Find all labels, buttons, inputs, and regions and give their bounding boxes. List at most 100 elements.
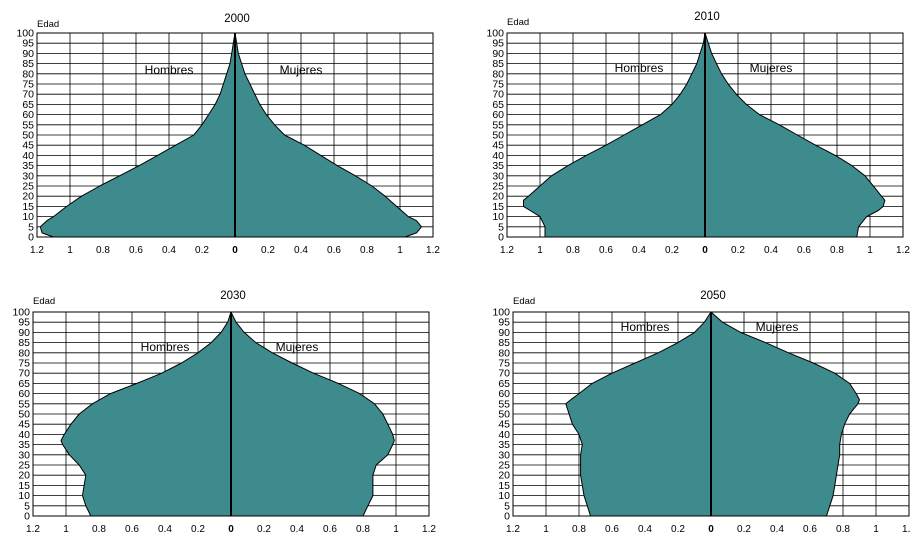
y-tick-label: 20 xyxy=(492,191,504,203)
y-tick-label: 5 xyxy=(24,500,30,512)
x-tick-label: 0.2 xyxy=(731,245,745,256)
x-tick-label: 0.2 xyxy=(261,245,275,256)
y-tick-label: 35 xyxy=(18,439,30,451)
y-tick-label: 35 xyxy=(498,439,510,451)
y-tick-label: 90 xyxy=(492,48,504,60)
x-tick-label: 1.2 xyxy=(506,524,520,535)
y-tick-label: 65 xyxy=(22,99,34,111)
y-tick-label: 5 xyxy=(28,221,34,233)
y-tick-label: 100 xyxy=(492,307,510,319)
y-tick-label: 90 xyxy=(22,48,34,60)
y-tick-label: 15 xyxy=(492,201,504,213)
x-tick-label: 0.2 xyxy=(195,245,209,256)
y-tick-label: 10 xyxy=(18,490,30,502)
x-tick-label: 0.4 xyxy=(162,245,176,256)
x-tick-label: 0.4 xyxy=(764,245,778,256)
x-tick-label: 0.2 xyxy=(191,524,205,535)
x-tick-label: 1.2 xyxy=(26,524,40,535)
y-tick-label: 60 xyxy=(22,109,34,121)
y-tick-label: 70 xyxy=(498,368,510,380)
left-side-label: Hombres xyxy=(621,320,670,334)
y-tick-label: 40 xyxy=(492,150,504,162)
y-tick-label: 100 xyxy=(16,28,34,40)
y-tick-label: 85 xyxy=(498,337,510,349)
right-side-label: Mujeres xyxy=(756,320,799,334)
y-tick-label: 65 xyxy=(18,378,30,390)
x-tick-label: 0 xyxy=(702,245,708,256)
y-axis-label: Edad xyxy=(33,296,55,307)
y-tick-label: 0 xyxy=(504,511,510,523)
y-tick-label: 55 xyxy=(18,398,30,410)
x-tick-label: 1 xyxy=(873,524,879,535)
x-tick-label: 1 xyxy=(537,245,543,256)
y-tick-label: 90 xyxy=(498,327,510,339)
y-tick-label: 0 xyxy=(24,511,30,523)
x-tick-label: 1.2 xyxy=(422,524,436,535)
y-tick-label: 85 xyxy=(492,58,504,70)
chart-title: 2030 xyxy=(220,290,246,302)
x-tick-label: 0.4 xyxy=(632,245,646,256)
x-tick-label: 0.4 xyxy=(294,245,308,256)
y-tick-label: 75 xyxy=(22,79,34,91)
x-tick-label: 0.6 xyxy=(605,524,619,535)
y-tick-label: 80 xyxy=(492,68,504,80)
y-tick-label: 65 xyxy=(498,378,510,390)
y-tick-label: 95 xyxy=(22,38,34,50)
x-tick-label: 0.8 xyxy=(830,245,844,256)
x-tick-label: 0.8 xyxy=(92,524,106,535)
x-tick-label: 0.6 xyxy=(599,245,613,256)
y-tick-label: 65 xyxy=(492,99,504,111)
x-tick-label: 1 xyxy=(63,524,69,535)
left-side-label: Hombres xyxy=(145,63,194,77)
y-tick-label: 50 xyxy=(492,130,504,142)
y-tick-label: 95 xyxy=(18,317,30,329)
x-tick-label: 0 xyxy=(228,524,234,535)
x-tick-label: 1.2 xyxy=(500,245,514,256)
x-tick-label: 0.6 xyxy=(797,245,811,256)
y-tick-label: 80 xyxy=(22,68,34,80)
x-tick-label: 0.6 xyxy=(125,524,139,535)
y-axis-label: Edad xyxy=(507,17,529,28)
x-tick-label: 1 xyxy=(397,245,403,256)
y-tick-label: 55 xyxy=(498,398,510,410)
y-tick-label: 20 xyxy=(22,191,34,203)
x-tick-label: 0.8 xyxy=(96,245,110,256)
x-tick-label: 0.6 xyxy=(803,524,817,535)
x-tick-label: 0.8 xyxy=(572,524,586,535)
y-tick-label: 75 xyxy=(18,358,30,370)
y-tick-label: 0 xyxy=(498,232,504,244)
chart-title: 2010 xyxy=(694,11,720,23)
y-tick-label: 40 xyxy=(22,150,34,162)
y-tick-label: 30 xyxy=(18,449,30,461)
chart-title: 2050 xyxy=(700,290,726,302)
x-tick-label: 1 xyxy=(67,245,73,256)
x-tick-label: 0.2 xyxy=(671,524,685,535)
y-tick-label: 60 xyxy=(18,388,30,400)
x-tick-label: 0.8 xyxy=(356,524,370,535)
x-tick-label: 0.6 xyxy=(323,524,337,535)
y-tick-label: 55 xyxy=(492,119,504,131)
x-tick-label: 1.2 xyxy=(896,245,910,256)
y-axis-label: Edad xyxy=(513,296,535,307)
y-tick-label: 30 xyxy=(22,170,34,182)
left-side-label: Hombres xyxy=(141,340,190,354)
y-tick-label: 10 xyxy=(498,490,510,502)
y-tick-label: 90 xyxy=(18,327,30,339)
y-tick-label: 45 xyxy=(22,140,34,152)
y-tick-label: 25 xyxy=(22,181,34,193)
y-axis-label: Edad xyxy=(37,19,59,30)
x-tick-label: 0.8 xyxy=(360,245,374,256)
y-tick-label: 100 xyxy=(12,307,30,319)
y-tick-label: 20 xyxy=(18,470,30,482)
y-tick-label: 5 xyxy=(498,221,504,233)
y-tick-label: 45 xyxy=(18,419,30,431)
pyramid-panel-2050: 0510152025303540455055606570758085909510… xyxy=(492,290,911,535)
y-tick-label: 75 xyxy=(498,358,510,370)
y-tick-label: 95 xyxy=(498,317,510,329)
y-tick-label: 30 xyxy=(492,170,504,182)
x-tick-label: 1.2 xyxy=(902,524,911,535)
y-tick-label: 70 xyxy=(18,368,30,380)
y-tick-label: 30 xyxy=(498,449,510,461)
x-tick-label: 0.6 xyxy=(129,245,143,256)
y-tick-label: 85 xyxy=(18,337,30,349)
